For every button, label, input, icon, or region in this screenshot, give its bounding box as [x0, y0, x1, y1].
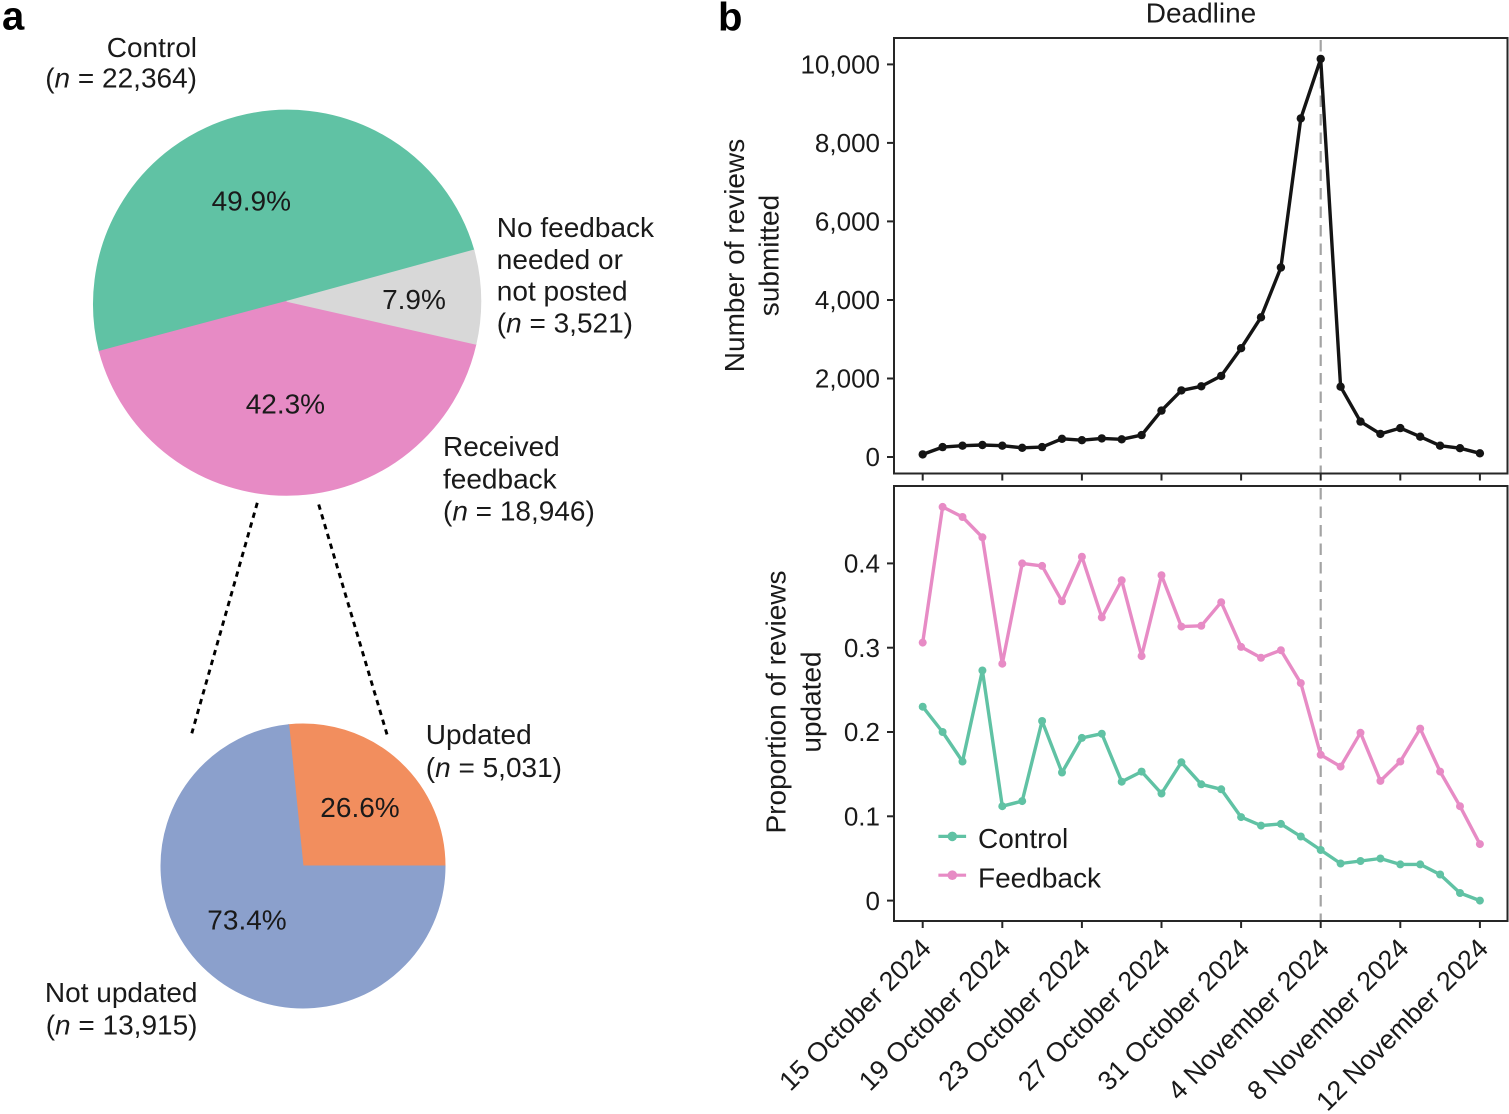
- svg-text:Control: Control: [978, 823, 1068, 854]
- svg-text:(n = 13,915): (n = 13,915): [46, 1010, 198, 1041]
- svg-text:Received: Received: [443, 431, 560, 462]
- svg-text:Feedback: Feedback: [978, 863, 1102, 894]
- svg-text:Number of reviews: Number of reviews: [719, 139, 750, 372]
- svg-text:Proportion of reviews: Proportion of reviews: [761, 570, 792, 833]
- svg-text:0.1: 0.1: [844, 802, 880, 832]
- svg-text:73.4%: 73.4%: [207, 905, 286, 936]
- svg-text:No feedback: No feedback: [497, 212, 655, 243]
- svg-text:(n = 5,031): (n = 5,031): [426, 752, 562, 783]
- svg-text:Deadline: Deadline: [1146, 0, 1257, 29]
- svg-text:42.3%: 42.3%: [246, 388, 325, 419]
- svg-text:submitted: submitted: [753, 195, 784, 316]
- svg-text:0.3: 0.3: [844, 633, 880, 663]
- svg-text:(n = 3,521): (n = 3,521): [497, 307, 633, 338]
- svg-text:0.2: 0.2: [844, 717, 880, 747]
- svg-text:(n = 22,364): (n = 22,364): [45, 63, 197, 94]
- svg-text:8,000: 8,000: [815, 128, 880, 158]
- svg-text:Control: Control: [107, 32, 197, 63]
- svg-text:0: 0: [866, 886, 880, 916]
- svg-text:feedback: feedback: [443, 463, 558, 494]
- svg-text:10,000: 10,000: [800, 50, 880, 80]
- svg-text:Updated: Updated: [426, 719, 532, 750]
- svg-text:not posted: not posted: [497, 276, 628, 307]
- svg-text:b: b: [718, 0, 742, 40]
- svg-text:0: 0: [866, 442, 880, 472]
- svg-text:26.6%: 26.6%: [320, 792, 399, 823]
- svg-text:4,000: 4,000: [815, 285, 880, 315]
- svg-text:updated: updated: [796, 651, 827, 752]
- svg-text:(n = 18,946): (n = 18,946): [443, 495, 595, 526]
- svg-text:6,000: 6,000: [815, 207, 880, 237]
- svg-text:0.4: 0.4: [844, 549, 880, 579]
- svg-text:a: a: [2, 0, 25, 39]
- svg-text:2,000: 2,000: [815, 364, 880, 394]
- svg-text:7.9%: 7.9%: [382, 284, 446, 315]
- svg-text:49.9%: 49.9%: [212, 186, 291, 217]
- svg-text:needed or: needed or: [497, 244, 623, 275]
- svg-text:Not updated: Not updated: [45, 977, 198, 1008]
